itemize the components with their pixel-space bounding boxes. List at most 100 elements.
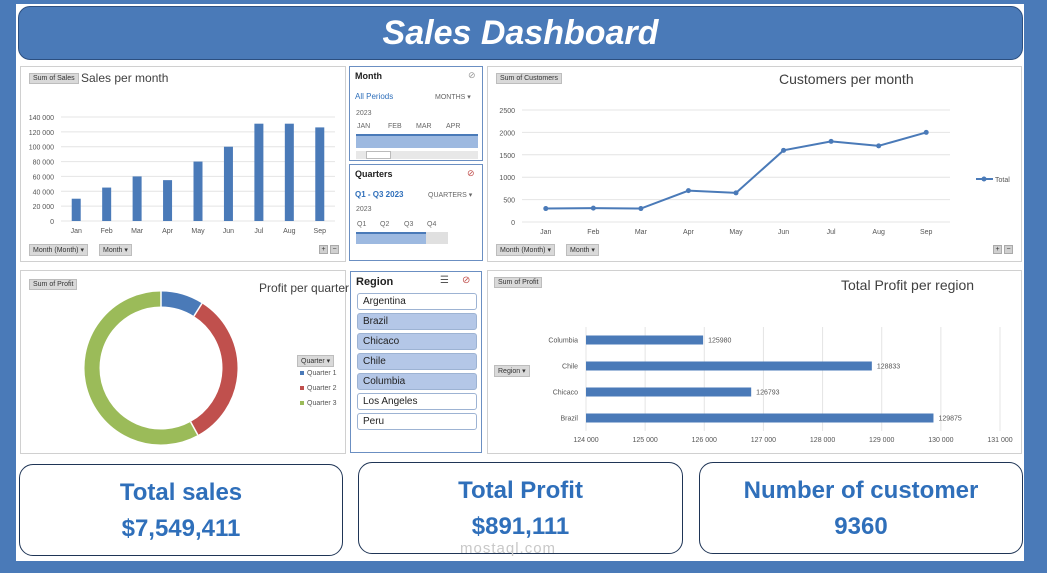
sales-field-pill[interactable]: Sum of Sales — [29, 73, 79, 84]
x-tick-label: Mar — [635, 229, 648, 236]
x-tick-label: Feb — [101, 228, 113, 235]
clear-filter-icon[interactable]: ⊘ — [467, 168, 475, 178]
watermark: mostaql.com — [460, 540, 557, 557]
x-tick-label: Apr — [162, 228, 174, 235]
x-tick-label: Aug — [283, 228, 296, 235]
data-point — [876, 143, 882, 149]
months-unit-select[interactable]: MONTHS ▾ — [435, 94, 471, 101]
data-point — [733, 190, 739, 196]
y-tick-label: 120 000 — [29, 130, 54, 137]
slice-separator — [193, 303, 203, 317]
filter-label: Month (Month) — [33, 247, 79, 254]
y-tick-label: Chicaco — [553, 390, 578, 397]
x-tick-label: 131 000 — [987, 437, 1012, 444]
donut-slice — [84, 291, 198, 445]
x-tick-label: Feb — [587, 229, 599, 236]
bar — [254, 123, 264, 221]
x-tick-label: Jan — [540, 229, 551, 236]
region-option[interactable]: Peru — [357, 413, 477, 430]
y-tick-label: 2500 — [499, 108, 515, 115]
region-option[interactable]: Argentina — [357, 293, 477, 310]
sales-month-filter[interactable]: Month ▾ — [99, 244, 132, 256]
region-profit-chart: 124 000 125 000 126 000 127 000 128 000 129 0… — [548, 327, 1013, 444]
filter-label: Month — [570, 247, 590, 254]
x-tick-label: May — [729, 229, 743, 236]
y-tick-label: 0 — [50, 219, 54, 226]
region-profit-chart-title: Total Profit per region — [841, 277, 975, 293]
region-option[interactable]: Los Angeles — [357, 393, 477, 410]
x-tick-label: 126 000 — [692, 437, 717, 444]
sales-panel: Sum of Sales Sales per month 0 20 000 40 0… — [20, 66, 346, 262]
y-tick-label: 100 000 — [29, 145, 54, 152]
quarter-selection[interactable] — [356, 232, 426, 244]
expand-icon[interactable]: + — [993, 245, 1002, 254]
region-slicer: Region ☰ ⊘ Argentina Brazil Chicaco Chile Co… — [350, 271, 482, 453]
data-point — [685, 188, 691, 194]
legend-marker — [981, 176, 987, 182]
kpi-label: Number of customer — [743, 477, 979, 504]
y-tick-label: 2000 — [499, 130, 515, 137]
kpi-value: $7,549,411 — [121, 515, 241, 542]
bar — [193, 161, 203, 221]
data-point — [590, 205, 596, 211]
month-timeline-scrollbar[interactable] — [356, 151, 478, 159]
region-filter[interactable]: Region ▾ — [494, 365, 530, 377]
y-tick-label: 500 — [503, 198, 515, 205]
customers-month-month-filter[interactable]: Month (Month) ▾ — [496, 244, 555, 256]
clear-filter-icon[interactable]: ⊘ — [462, 275, 471, 286]
bar — [71, 198, 81, 221]
clear-filter-icon[interactable]: ⊘ — [468, 70, 476, 80]
quarter-legend-filter[interactable]: Quarter ▾ — [297, 355, 335, 367]
region-profit-panel: Sum of Profit Total Profit per region Re… — [487, 270, 1022, 454]
region-option[interactable]: Chile — [357, 353, 477, 370]
data-point — [828, 138, 834, 144]
kpi-label: Total Profit — [458, 477, 583, 504]
kpi-total-sales: Total sales $7,549,411 — [19, 464, 343, 556]
year-label: 2023 — [356, 206, 372, 213]
customers-field-pill[interactable]: Sum of Customers — [496, 73, 562, 84]
region-option[interactable]: Columbia — [357, 373, 477, 390]
y-tick-label: 20 000 — [33, 204, 55, 211]
x-tick-label: Aug — [872, 229, 885, 236]
collapse-icon[interactable]: − — [1004, 245, 1013, 254]
bar — [315, 127, 325, 221]
region-slicer-title: Region — [356, 276, 394, 288]
x-tick-label: Jun — [223, 228, 234, 235]
quarter-timeline-bar[interactable] — [356, 232, 448, 244]
month-label: FEB — [388, 123, 402, 130]
x-tick-label: May — [191, 228, 205, 235]
region-option[interactable]: Brazil — [357, 313, 477, 330]
scroll-thumb[interactable] — [366, 151, 391, 159]
expand-icon[interactable]: + — [319, 245, 328, 254]
customers-month-filter[interactable]: Month ▾ — [566, 244, 599, 256]
filter-label: Month (Month) — [500, 247, 546, 254]
collapse-icon[interactable]: − — [330, 245, 339, 254]
bar — [223, 146, 233, 221]
bar — [132, 176, 142, 221]
x-tick-label: Jan — [71, 228, 82, 235]
profit-panel: Sum of Profit Profit per quarter Quarter… — [20, 270, 349, 454]
kpi-total-profit: Total Profit $891,111 — [358, 462, 683, 554]
x-tick-label: Jul — [827, 229, 836, 236]
sales-month-month-filter[interactable]: Month (Month) ▾ — [29, 244, 88, 256]
y-tick-label: Brazil — [560, 416, 578, 423]
month-timeline-slicer: Month ⊘ All Periods MONTHS ▾ 2023 JAN FE… — [349, 66, 483, 161]
unit-label: QUARTERS — [428, 192, 467, 199]
region-option[interactable]: Chicaco — [357, 333, 477, 350]
month-timeline-bar[interactable] — [356, 134, 478, 148]
filter-label: Month — [103, 247, 123, 254]
profit-field-pill[interactable]: Sum of Profit — [29, 279, 78, 290]
quarters-unit-select[interactable]: QUARTERS ▾ — [428, 192, 473, 199]
x-tick-label: 125 000 — [632, 437, 657, 444]
bar — [586, 335, 704, 345]
donut-slice — [160, 291, 202, 317]
data-point — [638, 206, 644, 212]
region-profit-field-pill[interactable]: Sum of Profit — [494, 277, 543, 288]
multi-select-icon[interactable]: ☰ — [440, 275, 449, 286]
all-periods-label[interactable]: All Periods — [355, 92, 394, 101]
quarter-range-label: Q1 - Q3 2023 — [355, 190, 404, 199]
y-tick-label: 60 000 — [33, 174, 55, 181]
filter-label: Region — [498, 368, 521, 375]
customers-chart: 0 500 1000 1500 2000 2500 Jan Feb Mar Apr May Jun Ju… — [499, 108, 1010, 236]
